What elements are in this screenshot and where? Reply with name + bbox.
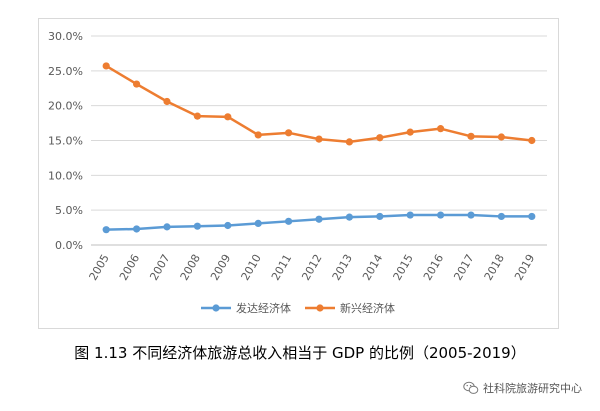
data-point: [376, 134, 384, 142]
x-tick-label: 2007: [147, 252, 172, 283]
y-tick-label: 5.0%: [55, 204, 83, 217]
x-tick-label: 2006: [117, 252, 142, 283]
x-tick-label: 2005: [87, 252, 112, 283]
data-point: [224, 221, 232, 230]
data-point: [345, 213, 353, 221]
data-point: [467, 211, 475, 219]
x-tick-label: 2018: [482, 252, 507, 283]
data-point: [254, 131, 262, 139]
x-tick-label: 2010: [239, 252, 264, 283]
data-point: [163, 97, 171, 106]
data-point: [193, 222, 201, 230]
data-point: [528, 212, 536, 221]
data-point: [133, 80, 141, 88]
data-point: [437, 125, 445, 133]
data-point: [528, 136, 536, 145]
data-point: [497, 212, 505, 221]
y-tick-label: 10.0%: [48, 169, 83, 182]
data-point: [102, 62, 110, 70]
data-point: [376, 212, 384, 221]
y-tick-label: 0.0%: [55, 239, 83, 252]
x-tick-label: 2016: [421, 252, 446, 283]
data-point: [467, 132, 475, 140]
x-tick-label: 2008: [178, 252, 203, 283]
x-tick-label: 2011: [269, 252, 294, 283]
y-tick-label: 20.0%: [48, 100, 83, 113]
data-point: [315, 215, 323, 223]
x-tick-label: 2015: [391, 252, 416, 283]
x-tick-label: 2009: [208, 252, 233, 283]
data-point: [254, 219, 262, 228]
data-point: [437, 211, 445, 219]
watermark: 社科院旅游研究中心: [463, 380, 582, 396]
data-point: [345, 138, 353, 146]
data-point: [102, 226, 110, 234]
data-point: [406, 211, 414, 219]
data-point: [406, 128, 414, 136]
data-point: [497, 133, 505, 141]
x-tick-label: 2012: [299, 252, 324, 283]
wechat-icon: [463, 381, 479, 394]
legend-marker: [316, 304, 324, 312]
legend-marker: [212, 304, 220, 312]
watermark-text: 社科院旅游研究中心: [483, 382, 582, 395]
series-line-2: [105, 64, 532, 144]
data-point: [224, 113, 232, 121]
x-tick-label: 2013: [330, 252, 355, 283]
y-tick-label: 15.0%: [48, 135, 83, 148]
data-point: [163, 223, 171, 231]
data-point: [133, 225, 141, 233]
y-tick-label: 25.0%: [48, 65, 83, 78]
x-tick-label: 2019: [512, 252, 537, 283]
y-tick-label: 30.0%: [48, 30, 83, 43]
legend-label: 发达经济体: [236, 301, 291, 315]
line-chart: 0.0%5.0%10.0%15.0%20.0%25.0%30.0%2005 200…: [48, 30, 547, 315]
data-point: [315, 135, 323, 143]
chart-frame: 0.0% 5.0% 10.0% 15.0% 20.0% 25.0% 30.0% 2005 200…: [38, 18, 559, 329]
legend-label: 新兴经济体: [340, 301, 395, 315]
x-tick-label: 2014: [360, 252, 385, 283]
figure-caption: 图 1.13 不同经济体旅游总收入相当于 GDP 的比例（2005-2019）: [74, 344, 526, 362]
data-point: [285, 217, 293, 225]
data-point: [193, 112, 201, 120]
x-tick-label: 2017: [451, 252, 476, 283]
data-point: [285, 129, 293, 137]
